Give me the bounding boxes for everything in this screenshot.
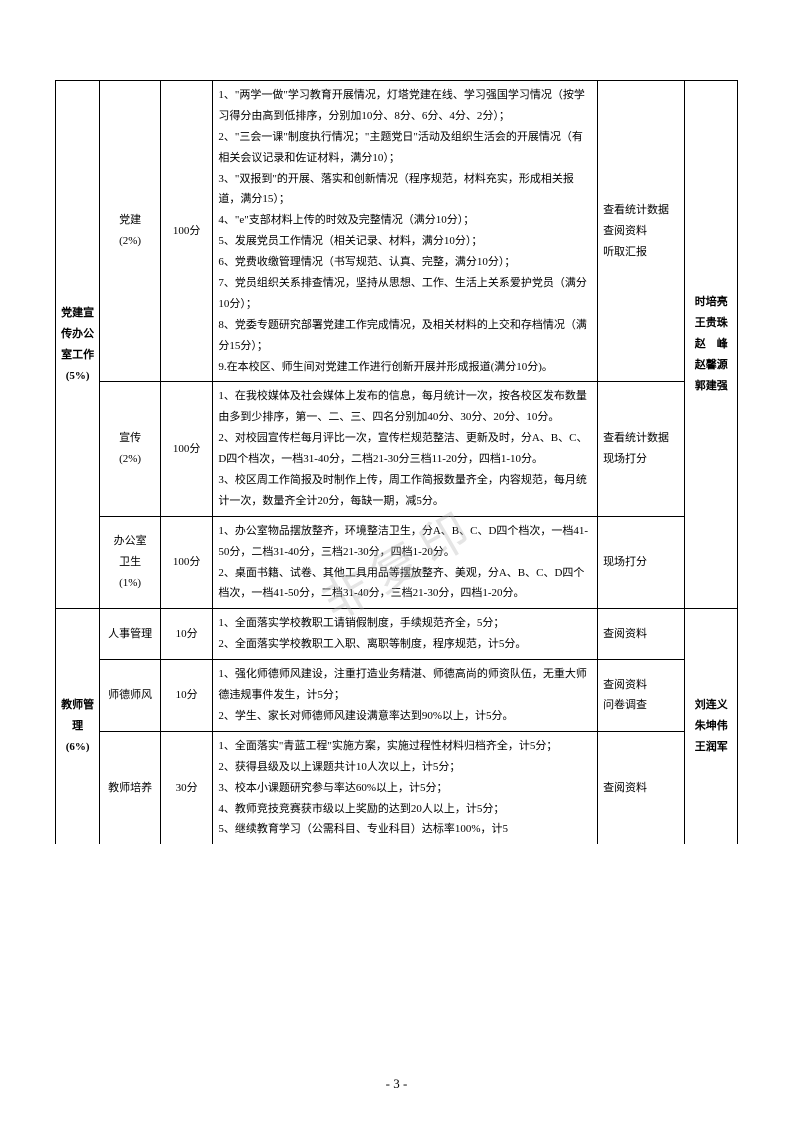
- person-cell: 时培亮 王贵珠 赵 峰 赵馨源 郭建强: [685, 81, 738, 609]
- evaluation-table: 党建宣传办公室工作(5%) 党建 (2%) 100分 1、"两学一做"学习教育开…: [55, 80, 738, 844]
- person-cell: 刘连义 朱坤伟 王润军: [685, 609, 738, 844]
- subcategory-cell: 党建 (2%): [100, 81, 161, 382]
- score-cell: 10分: [160, 660, 212, 732]
- category-cell: 教师管理(6%): [56, 609, 100, 844]
- score-cell: 100分: [160, 516, 212, 609]
- subcategory-cell: 办公室 卫生 (1%): [100, 516, 161, 609]
- subcategory-cell: 宣传 (2%): [100, 382, 161, 516]
- table-row: 教师培养 30分 1、全面落实"青蓝工程"实施方案，实施过程性材料归档齐全，计5…: [56, 731, 738, 844]
- content-cell: 1、全面落实学校教职工请销假制度，手续规范齐全，5分； 2、全面落实学校教职工入…: [213, 609, 598, 660]
- score-cell: 30分: [160, 731, 212, 844]
- category-cell: 党建宣传办公室工作(5%): [56, 81, 100, 609]
- subcategory-cell: 教师培养: [100, 731, 161, 844]
- subcategory-cell: 人事管理: [100, 609, 161, 660]
- method-cell: 查阅资料: [598, 731, 685, 844]
- content-cell: 1、强化师德师风建设，注重打造业务精湛、师德高尚的师资队伍，无重大师德违规事件发…: [213, 660, 598, 732]
- content-cell: 1、在我校媒体及社会媒体上发布的信息，每月统计一次，按各校区发布数量由多到少排序…: [213, 382, 598, 516]
- score-cell: 100分: [160, 81, 212, 382]
- content-cell: 1、全面落实"青蓝工程"实施方案，实施过程性材料归档齐全，计5分； 2、获得县级…: [213, 731, 598, 844]
- page-number: - 3 -: [0, 1076, 793, 1092]
- table-row: 宣传 (2%) 100分 1、在我校媒体及社会媒体上发布的信息，每月统计一次，按…: [56, 382, 738, 516]
- content-cell: 1、办公室物品摆放整齐，环境整洁卫生，分A、B、C、D四个档次，一档41-50分…: [213, 516, 598, 609]
- method-cell: 查阅资料 问卷调查: [598, 660, 685, 732]
- subcategory-cell: 师德师风: [100, 660, 161, 732]
- score-cell: 10分: [160, 609, 212, 660]
- table-row: 办公室 卫生 (1%) 100分 1、办公室物品摆放整齐，环境整洁卫生，分A、B…: [56, 516, 738, 609]
- method-cell: 查阅资料: [598, 609, 685, 660]
- method-cell: 现场打分: [598, 516, 685, 609]
- content-cell: 1、"两学一做"学习教育开展情况，灯塔党建在线、学习强国学习情况（按学习得分由高…: [213, 81, 598, 382]
- table-row: 教师管理(6%) 人事管理 10分 1、全面落实学校教职工请销假制度，手续规范齐…: [56, 609, 738, 660]
- table-row: 党建宣传办公室工作(5%) 党建 (2%) 100分 1、"两学一做"学习教育开…: [56, 81, 738, 382]
- method-cell: 查看统计数据 现场打分: [598, 382, 685, 516]
- method-cell: 查看统计数据 查阅资料 听取汇报: [598, 81, 685, 382]
- table-row: 师德师风 10分 1、强化师德师风建设，注重打造业务精湛、师德高尚的师资队伍，无…: [56, 660, 738, 732]
- score-cell: 100分: [160, 382, 212, 516]
